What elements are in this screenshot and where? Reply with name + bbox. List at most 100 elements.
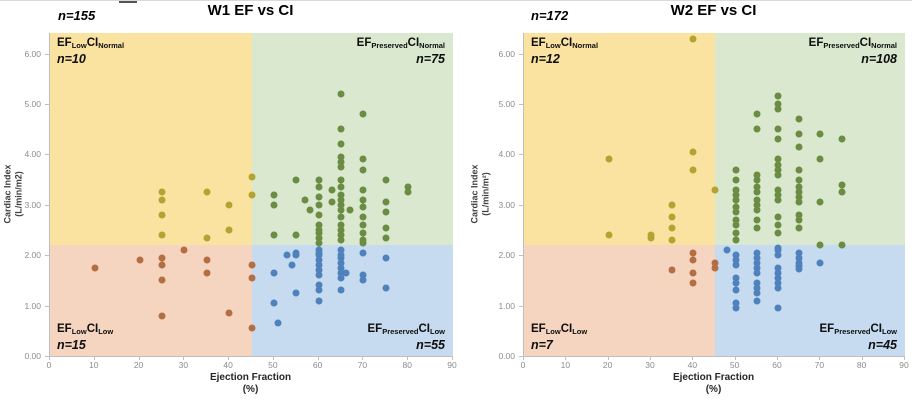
x-tick-label: 10: [89, 360, 99, 370]
chart-title: W2 EF vs CI: [670, 2, 757, 19]
data-point: [689, 166, 697, 174]
data-point: [248, 191, 255, 199]
data-point: [359, 110, 367, 118]
quadrant-annotation: EFLowCINormal n=12: [531, 37, 599, 66]
plot-area: EFLowCINormal n=12 EFPreservedCINormal n…: [523, 33, 905, 357]
x-tick-mark: [861, 357, 863, 360]
data-point: [795, 166, 803, 174]
y-tick-label: 0.00: [24, 351, 41, 361]
data-point: [337, 90, 345, 98]
data-point: [158, 211, 166, 219]
data-point: [774, 269, 782, 277]
data-point: [315, 193, 323, 201]
quadrant-count: n=12: [531, 52, 560, 66]
data-point: [203, 234, 211, 242]
data-point: [732, 203, 740, 211]
data-point: [315, 239, 323, 247]
data-point: [795, 188, 803, 196]
data-point: [774, 196, 782, 204]
top-border-artifact: [119, 1, 137, 3]
x-tick-mark: [734, 357, 736, 360]
quadrant-count: n=15: [57, 338, 86, 352]
x-tick-label: 10: [560, 360, 571, 370]
data-point: [158, 276, 166, 284]
data-point: [753, 196, 761, 204]
x-tick-label: 0: [46, 360, 52, 370]
data-point: [359, 221, 367, 229]
data-point: [382, 254, 390, 262]
x-tick-label: 20: [602, 360, 613, 370]
quadrant-ef-preserved-ci-normal: [714, 33, 905, 246]
data-point: [795, 143, 803, 151]
data-point: [288, 261, 296, 269]
quadrant-annotation: EFPreservedCINormal n=108: [808, 37, 897, 66]
quadrant-ef-low-ci-low: [524, 245, 715, 356]
data-point: [753, 284, 761, 292]
data-point: [337, 201, 345, 209]
data-point: [359, 213, 367, 221]
data-point: [337, 259, 345, 267]
data-point: [158, 231, 166, 239]
data-point: [270, 269, 278, 277]
data-point: [315, 234, 323, 242]
x-tick-mark: [93, 357, 95, 360]
y-tick-mark: [519, 255, 523, 257]
x-tick-label: 90: [899, 360, 909, 370]
x-tick-label: 50: [268, 360, 278, 370]
data-point: [774, 221, 782, 229]
x-tick-label: 40: [223, 360, 233, 370]
data-point: [359, 203, 367, 211]
data-point: [292, 176, 300, 184]
data-point: [248, 274, 255, 282]
data-point: [359, 186, 367, 194]
quadrant-annotation: EFLowCILow n=7: [531, 323, 588, 352]
y-tick-mark: [519, 104, 523, 106]
quadrant-ef-low-ci-low: [50, 245, 252, 356]
data-point: [382, 284, 390, 292]
data-point: [337, 158, 345, 166]
data-point: [795, 211, 803, 219]
data-point: [774, 92, 782, 100]
chart-panel-w1: W1 EF vs CI n=155 Cardiac Index (L/min/m…: [0, 1, 457, 401]
data-point: [359, 249, 367, 257]
data-point: [315, 271, 323, 279]
data-point: [328, 186, 336, 194]
data-point: [774, 100, 782, 108]
data-point: [795, 176, 803, 184]
data-point: [838, 241, 845, 249]
quadrant-ef-low-ci-normal: [524, 33, 715, 246]
y-tick-mark: [45, 356, 49, 357]
x-tick-mark: [565, 357, 567, 360]
x-tick-mark: [407, 357, 409, 360]
x-tick-label: 50: [729, 360, 740, 370]
data-point: [248, 324, 255, 332]
total-count-label: n=172: [531, 8, 569, 23]
data-point: [301, 196, 309, 204]
data-point: [753, 171, 761, 179]
data-point: [668, 224, 676, 231]
data-point: [732, 251, 740, 259]
x-axis-label: Ejection Fraction (%): [672, 372, 755, 395]
data-point: [816, 241, 824, 249]
data-point: [774, 171, 782, 179]
data-point: [732, 196, 740, 204]
quadrant-count: n=75: [416, 52, 445, 66]
x-tick-mark: [228, 357, 230, 360]
quadrant-ef-low-ci-normal: [50, 33, 252, 246]
data-point: [359, 271, 367, 279]
data-point: [732, 236, 740, 244]
data-point: [292, 251, 300, 259]
data-point: [203, 269, 211, 277]
data-point: [668, 266, 676, 274]
quadrant-annotation: EFLowCILow n=15: [57, 323, 114, 352]
data-point: [270, 231, 278, 239]
data-point: [337, 254, 345, 262]
data-point: [337, 140, 345, 148]
data-point: [158, 196, 166, 204]
data-point: [274, 319, 282, 327]
data-point: [838, 135, 845, 143]
data-point: [753, 264, 761, 272]
data-point: [270, 191, 278, 199]
x-tick-label: 30: [645, 360, 655, 370]
